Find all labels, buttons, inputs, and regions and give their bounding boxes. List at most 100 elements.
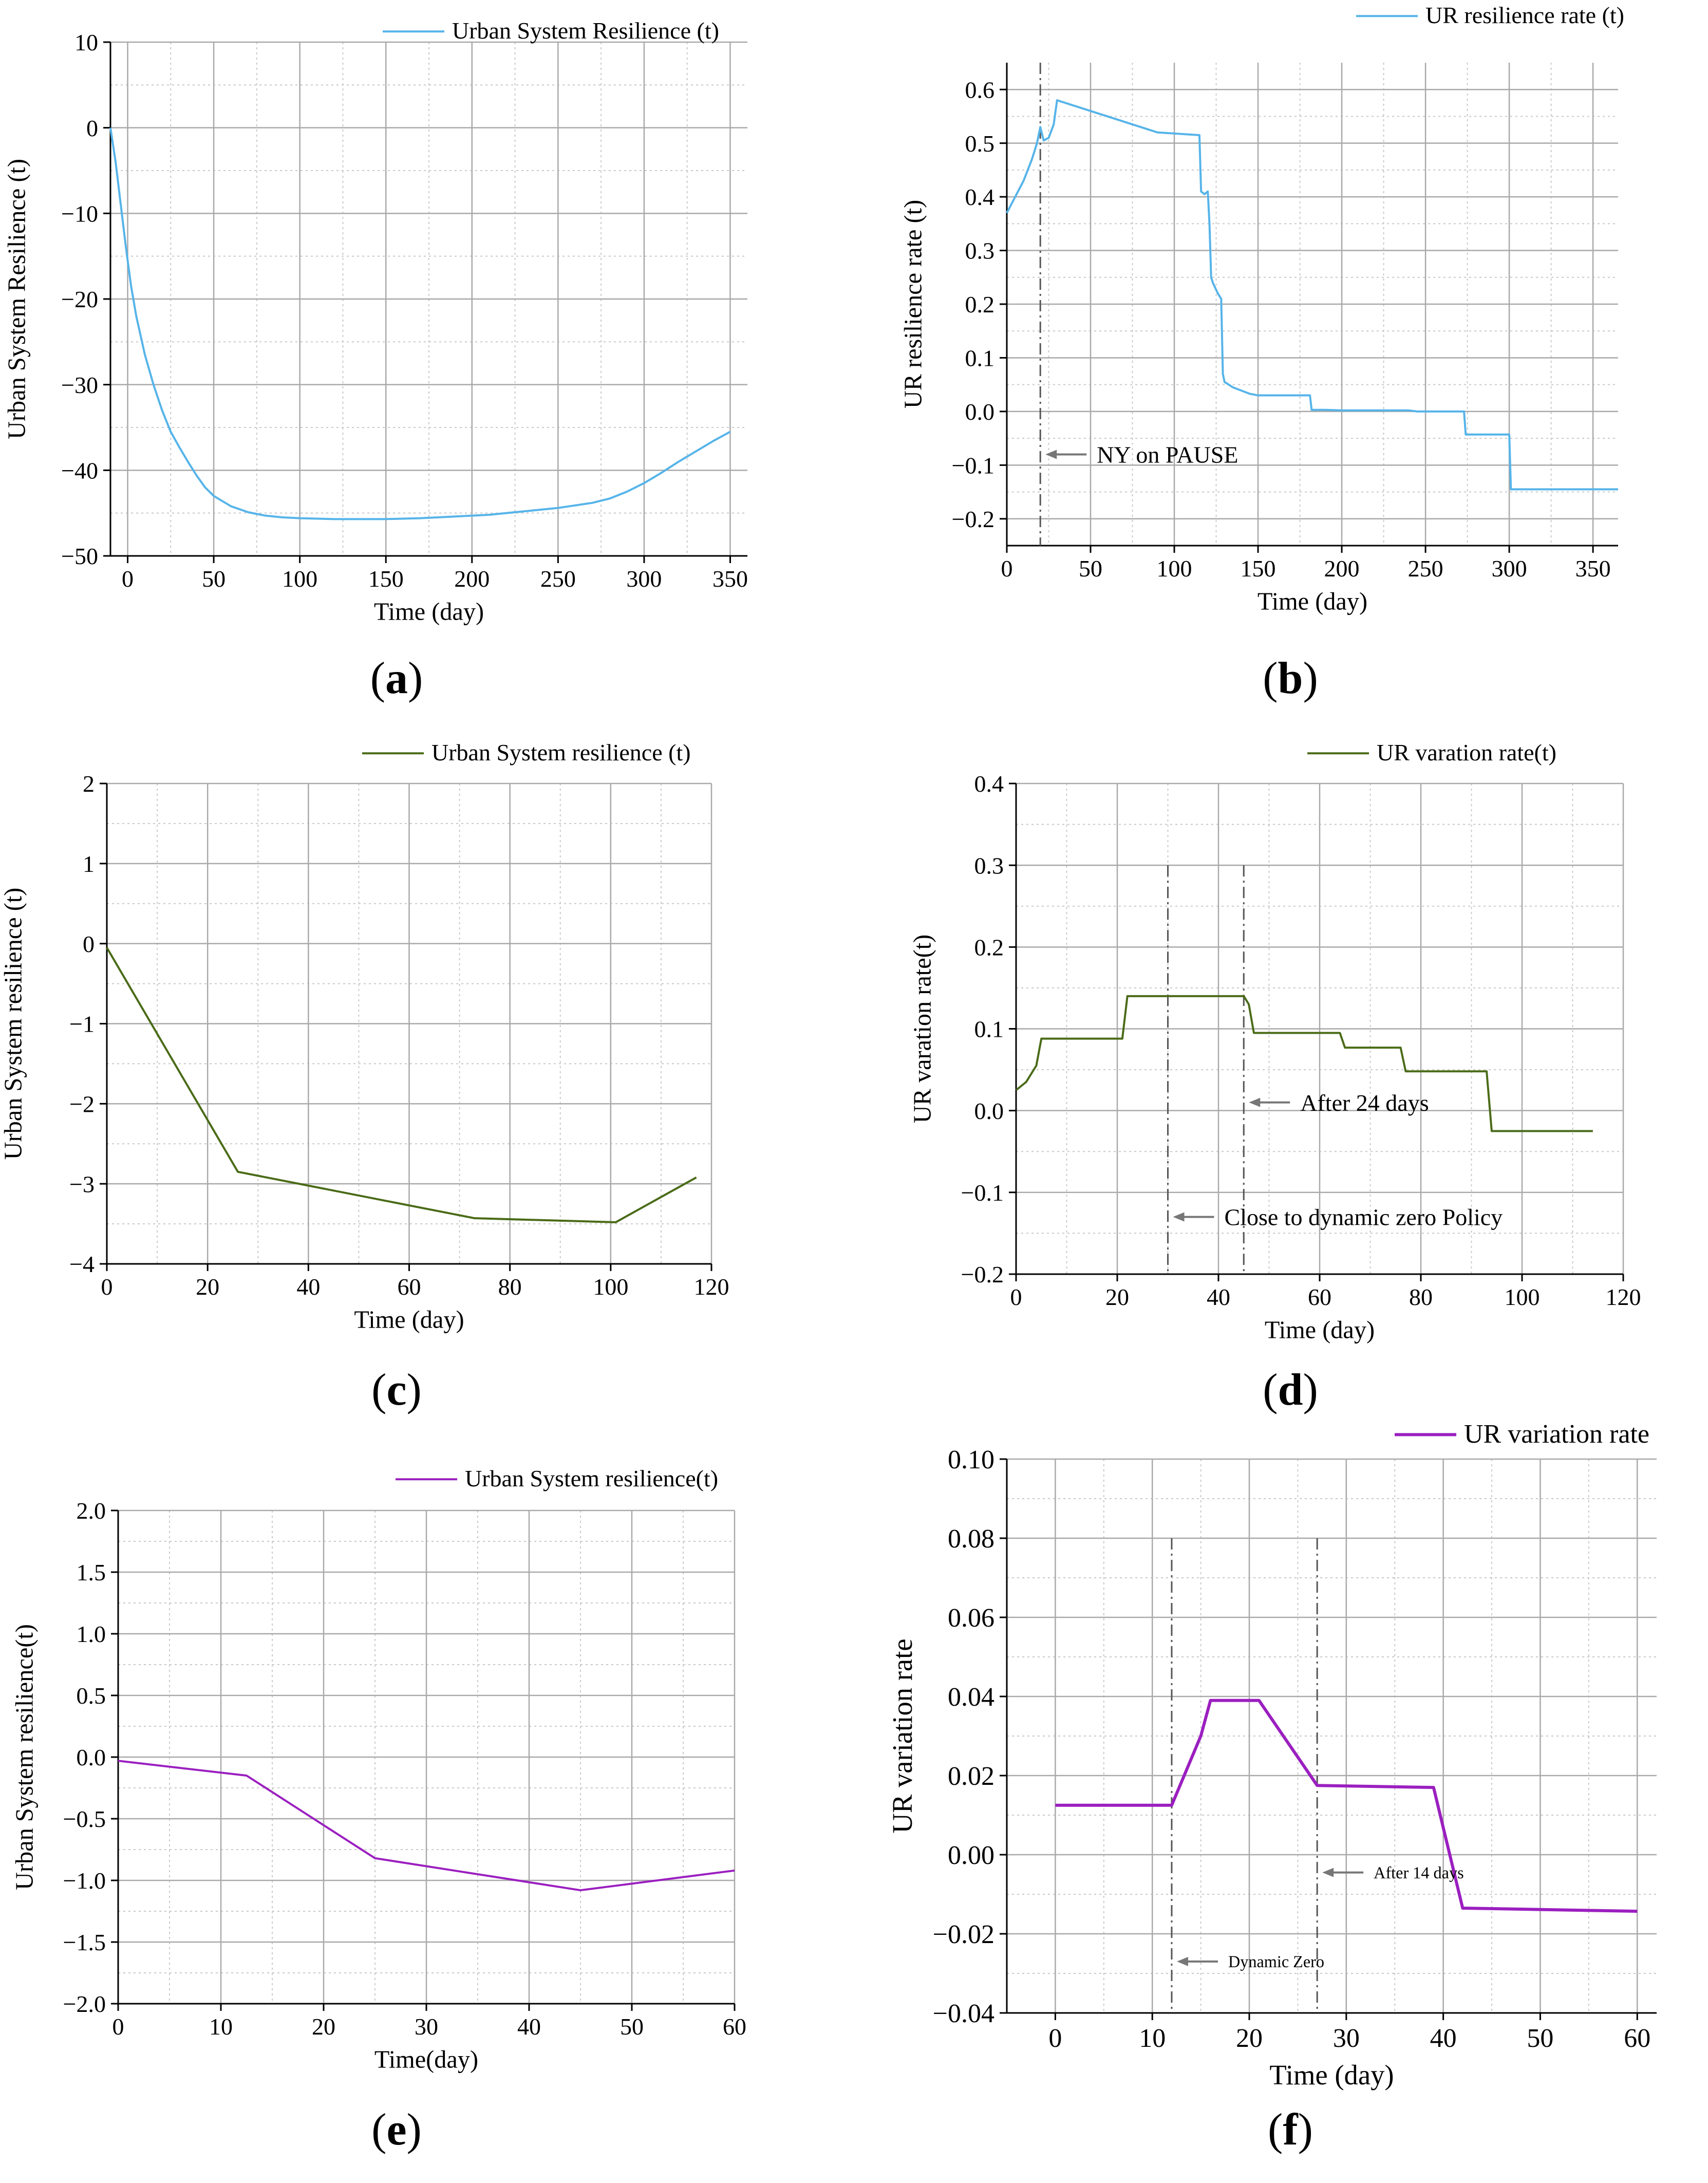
y-tick-label: 0.2 [974,934,1004,960]
series-line [106,947,697,1223]
x-tick-label: 100 [282,566,317,592]
y-tick-label: 0.0 [77,1744,106,1770]
y-tick-label: 0.1 [974,1016,1004,1042]
panel-caption-e: (e) [371,2105,422,2155]
y-tick-label: 0.06 [948,1603,994,1633]
y-tick-label: 0.04 [948,1683,994,1712]
y-tick-label: 2 [83,771,95,797]
panel-caption-c: (c) [371,1365,422,1415]
x-tick-label: 200 [454,566,490,592]
y-tick-label: −0.02 [933,1920,994,1949]
x-tick-label: 150 [1241,555,1276,582]
x-tick-label: 40 [296,1274,320,1300]
y-tick-label: −0.04 [933,1999,994,2028]
y-tick-label: −3 [69,1171,95,1197]
y-tick-label: 0.5 [77,1683,106,1709]
y-tick-label: −0.2 [961,1261,1004,1288]
y-tick-label: 0 [83,931,95,957]
legend-label: UR resilience rate (t) [1425,2,1624,28]
y-tick-label: 0.4 [974,771,1004,797]
y-tick-label: −0.1 [961,1180,1004,1206]
x-tick-label: 150 [368,566,404,592]
annotation-arrowhead [1249,1097,1261,1107]
x-tick-label: 120 [694,1274,729,1300]
series-line [1015,995,1593,1132]
y-tick-label: −0.5 [63,1806,106,1832]
series-line [1055,1699,1638,1913]
legend-label: Urban System resilience (t) [431,739,691,766]
series-line [118,1760,735,1892]
y-tick-label: 0.0 [974,1098,1004,1124]
y-tick-label: 0.3 [965,238,995,264]
x-tick-label: 350 [712,566,748,592]
y-tick-label: 0 [86,115,98,141]
y-axis-label: Urban System Resilience (t) [3,159,30,439]
x-tick-label: 200 [1324,555,1360,582]
x-tick-label: 80 [498,1274,522,1300]
annotation-arrowhead [1045,450,1057,459]
y-axis-label: UR varation rate(t) [909,935,936,1123]
y-tick-label: 0.6 [965,77,995,103]
annotation-arrowhead [1322,1868,1334,1877]
y-tick-label: 0.4 [965,184,995,210]
x-tick-label: 60 [398,1274,421,1300]
y-tick-label: 1 [83,851,95,877]
legend-label: UR varation rate(t) [1377,739,1556,766]
annotation-label: Close to dynamic zero Policy [1225,1204,1503,1230]
x-tick-label: 80 [1409,1284,1433,1310]
y-tick-label: 1.0 [77,1621,106,1647]
y-tick-label: −40 [61,457,98,483]
x-axis-label: Time(day) [374,2046,478,2073]
y-tick-label: 0.02 [948,1762,994,1791]
x-tick-label: 120 [1606,1284,1641,1310]
x-tick-label: 0 [1010,1284,1022,1310]
x-tick-label: 0 [112,2013,124,2040]
y-tick-label: 2.0 [77,1498,106,1524]
y-tick-label: −2.0 [63,1991,106,2017]
x-tick-label: 40 [1430,2024,1457,2053]
x-tick-label: 20 [1105,1284,1129,1310]
chart-a: 0 50 100 150 200 250 300 350 −50 −40 −30 −20 −10 0 10 T… [3,17,748,625]
y-tick-label: 0.1 [965,345,995,371]
chart-e: 0 10 20 30 40 50 60 −2.0 −1.5 −1.0 −0.5 0.0 0.5 1.0 1.… [11,1465,746,2073]
x-tick-label: 250 [1408,555,1443,582]
chart-f: 0 10 20 30 40 50 60 −0.04 −0.02 0.00 0.02 0.04 0.06 0… [887,1420,1657,2091]
x-tick-label: 300 [1492,555,1527,582]
annotation-label: Dynamic Zero [1228,1952,1324,1971]
y-axis-label: Urban System resilience(t) [11,1624,38,1890]
y-tick-label: −10 [61,200,98,227]
y-tick-label: −4 [69,1251,95,1277]
x-axis-label: Time (day) [374,598,484,625]
x-tick-label: 60 [1308,1284,1331,1310]
y-tick-label: 0.0 [965,399,995,425]
y-tick-label: −0.2 [952,506,994,532]
annotation-label: After 24 days [1300,1090,1429,1116]
x-tick-label: 100 [593,1274,628,1300]
y-tick-label: 0.2 [965,291,995,318]
x-tick-label: 30 [1333,2024,1360,2053]
panel-caption-d: (d) [1263,1365,1318,1415]
y-tick-label: 0.10 [948,1445,994,1475]
x-axis-label: Time (day) [1265,1316,1375,1344]
y-tick-label: −1.0 [63,1868,106,1894]
x-tick-label: 50 [1527,2024,1553,2053]
x-tick-label: 60 [1624,2024,1650,2053]
x-tick-label: 50 [202,566,226,592]
x-tick-label: 0 [1048,2024,1062,2053]
y-tick-label: 1.5 [77,1559,106,1585]
y-tick-label: 0.08 [948,1524,994,1554]
y-tick-label: −1 [69,1011,95,1037]
y-tick-label: 0.00 [948,1841,994,1870]
legend-label: Urban System Resilience (t) [452,17,719,44]
y-tick-label: 0.5 [965,130,995,157]
x-axis-label: Time (day) [1269,2059,1394,2091]
chart-d: 0 20 40 60 80 100 120 −0.2 −0.1 0.0 0.1 0.2 0.3 0.4 Ti… [909,739,1641,1344]
panel-caption-a: (a) [370,654,423,703]
x-tick-label: 20 [196,1274,219,1300]
y-tick-label: −0.1 [952,452,994,478]
legend-label: UR variation rate [1464,1420,1649,1449]
y-tick-label: −50 [61,543,98,569]
x-axis-label: Time (day) [1257,588,1367,615]
x-tick-label: 0 [101,1274,113,1300]
y-tick-label: −30 [61,372,98,398]
